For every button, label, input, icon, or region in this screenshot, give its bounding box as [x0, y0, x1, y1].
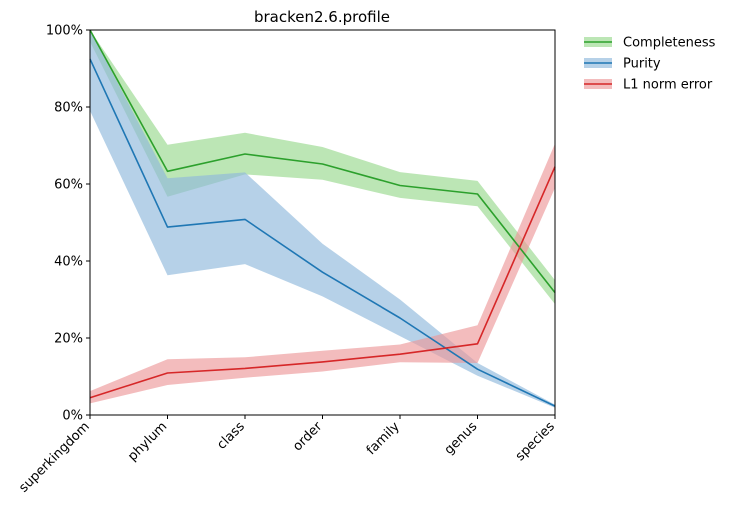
purity-point	[166, 226, 168, 228]
completeness-legend-label: Completeness	[623, 36, 716, 51]
purity-line	[89, 58, 556, 407]
x-tick-label: species	[513, 419, 558, 464]
purity-point	[321, 271, 323, 273]
y-tick-label: 80%	[54, 101, 83, 116]
l1-norm-error-point	[321, 361, 323, 363]
y-tick-label: 20%	[54, 332, 83, 347]
l1-norm-error-band	[90, 143, 555, 404]
purity-legend-label: Purity	[623, 57, 661, 72]
x-tick-label: order	[290, 419, 326, 455]
legend: Completeness Purity L1 norm error	[584, 36, 716, 93]
completeness-point	[321, 163, 323, 165]
chart-title: bracken2.6.profile	[254, 8, 390, 26]
purity-band	[90, 30, 555, 408]
x-tick-label: class	[214, 419, 248, 453]
purity-point	[476, 368, 478, 370]
y-tick-label: 0%	[62, 409, 83, 424]
x-axis: superkingdom phylum class order family genus s…	[16, 415, 558, 496]
purity-point	[399, 317, 401, 319]
completeness-band	[90, 30, 555, 305]
x-tick-label: superkingdom	[16, 419, 92, 495]
l1-norm-error-point	[244, 367, 246, 369]
completeness-point	[166, 170, 168, 172]
purity-point	[244, 218, 246, 220]
x-tick-label: genus	[442, 419, 481, 458]
completeness-point	[399, 184, 401, 186]
y-tick-label: 100%	[46, 24, 83, 39]
l1-norm-error-point	[399, 353, 401, 355]
confidence-bands	[90, 30, 555, 408]
l1-norm-error-point	[476, 343, 478, 345]
completeness-point	[476, 193, 478, 195]
series-lines	[89, 29, 556, 407]
completeness-line	[89, 29, 556, 294]
l1-norm-error-legend-label: L1 norm error	[623, 78, 713, 93]
x-tick-label: phylum	[125, 419, 170, 464]
l1-norm-error-line	[89, 166, 556, 399]
x-tick-label: family	[364, 419, 403, 458]
y-axis: 0% 20% 40% 60% 80% 100%	[46, 24, 90, 424]
completeness-point	[244, 153, 246, 155]
l1-norm-error-point	[166, 372, 168, 374]
y-tick-label: 40%	[54, 255, 83, 270]
y-tick-label: 60%	[54, 178, 83, 193]
